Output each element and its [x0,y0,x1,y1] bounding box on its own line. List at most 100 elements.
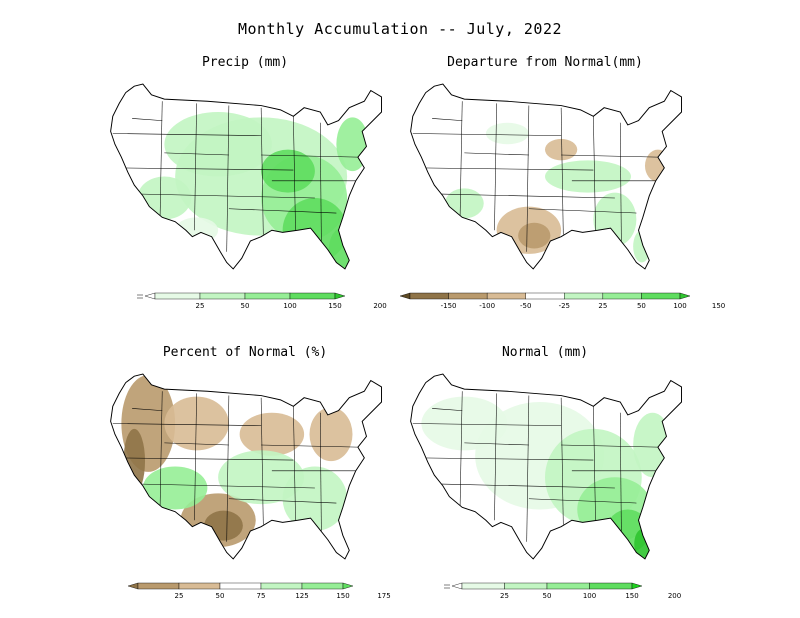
state-boundary [560,397,564,525]
state-boundary [228,208,337,214]
state-boundary [528,208,637,214]
state-boundary [125,193,315,199]
departure-colorbar: -150 -100 -50 -25 25 50 100 150 [399,290,725,316]
colorbar-swatch [589,582,633,590]
colorbar-tick-label: 50 [216,592,225,600]
colorbar-tick-label: 150 [336,592,349,600]
field-patch [593,192,637,247]
state-boundary [432,408,463,411]
colorbar-swatch [260,582,303,590]
departure-map-panel: Departure from Normal(mm) [395,55,695,285]
state-boundary [261,444,358,448]
field-patch [633,412,672,478]
colorbar-lower-marker [137,294,143,299]
precip-colorbar-graphic: 25 50 100 150 200 [137,292,387,310]
state-boundary [432,118,463,121]
colorbar-swatch [409,292,449,300]
colorbar-swatch [679,292,691,300]
colorbar-swatch [154,292,201,300]
colorbar-swatch [127,582,139,590]
field-patch [175,217,219,244]
state-boundary [494,393,497,521]
precip-panel-title: Precip (mm) [201,55,289,70]
state-boundary [194,393,197,521]
colorbar-swatch [564,292,604,300]
state-boundary [425,193,615,199]
state-boundary [319,122,322,242]
state-boundary [561,154,658,158]
state-boundary [132,408,163,411]
precip-field [137,112,369,269]
departure-colorbar-graphic: -150 -100 -50 -25 25 50 100 150 [399,292,725,310]
state-boundary [464,442,529,446]
field-patch [336,117,369,172]
state-boundary [125,483,315,489]
state-boundary [526,395,530,542]
colorbar-swatch [199,292,246,300]
colorbar-tick-label: 25 [500,592,509,600]
colorbar-swatch [144,292,156,300]
field-patch [218,450,305,505]
state-boundary [494,103,497,231]
field-patch [328,228,355,269]
state-boundary [419,457,594,461]
colorbar-tick-label: 100 [283,302,296,310]
colorbar-tick-label: 100 [673,302,686,310]
percent-map [110,373,383,560]
normal-map-panel: Normal (mm) [395,345,695,575]
state-boundary [319,412,322,532]
colorbar-tick-label: 150 [625,592,638,600]
state-boundary [112,133,262,136]
field-patch [137,176,192,220]
field-patch [545,138,578,161]
normal-panel-title: Normal (mm) [501,345,589,360]
colorbar-tick-label: 25 [175,592,184,600]
departure-map [410,83,683,270]
country-outline [410,373,683,560]
state-boundary [260,107,264,235]
colorbar-tick-label: -25 [559,302,570,310]
state-boundary [226,105,230,252]
state-boundary [119,167,294,171]
colorbar-swatch [448,292,488,300]
colorbar-swatch [504,582,548,590]
percent-map-panel: Percent of Normal (%) [95,345,395,575]
field-patch [518,222,551,249]
field-patch [309,407,353,462]
colorbar-swatch [546,582,590,590]
precip-map-panel: Precip (mm) [95,55,395,285]
colorbar-swatch [631,582,643,590]
precip-map [110,83,383,270]
colorbar-tick-label: 175 [377,592,390,600]
colorbar-tick-label: -150 [441,302,457,310]
normal-field [421,396,672,559]
field-patch [261,149,315,193]
colorbar-swatch [461,582,505,590]
colorbar-swatch [602,292,642,300]
field-patch [164,396,229,451]
colorbar-swatch [244,292,291,300]
field-patch [634,528,652,559]
field-patch [123,428,146,494]
colorbar-tick-label: 125 [295,592,308,600]
colorbar-swatch [301,582,344,590]
colorbar-swatch [178,582,221,590]
state-boundary [260,397,264,525]
state-boundary [194,103,197,231]
field-patch [545,160,631,193]
colorbar-swatch [486,292,526,300]
country-outline [110,83,383,270]
colorbar-tick-label: 150 [328,302,341,310]
field-patch [445,188,484,219]
country-outline [410,83,683,270]
normal-colorbar: 25 50 100 150 200 [444,580,681,606]
colorbar-tick-label: 50 [543,592,552,600]
state-boundary [119,457,294,461]
colorbar-swatch [525,292,565,300]
colorbar-tick-label: 50 [241,302,250,310]
state-boundary [164,442,229,446]
colorbar-swatch [219,582,262,590]
field-patch [164,112,272,177]
field-patch [239,412,305,456]
state-boundary [619,412,622,532]
